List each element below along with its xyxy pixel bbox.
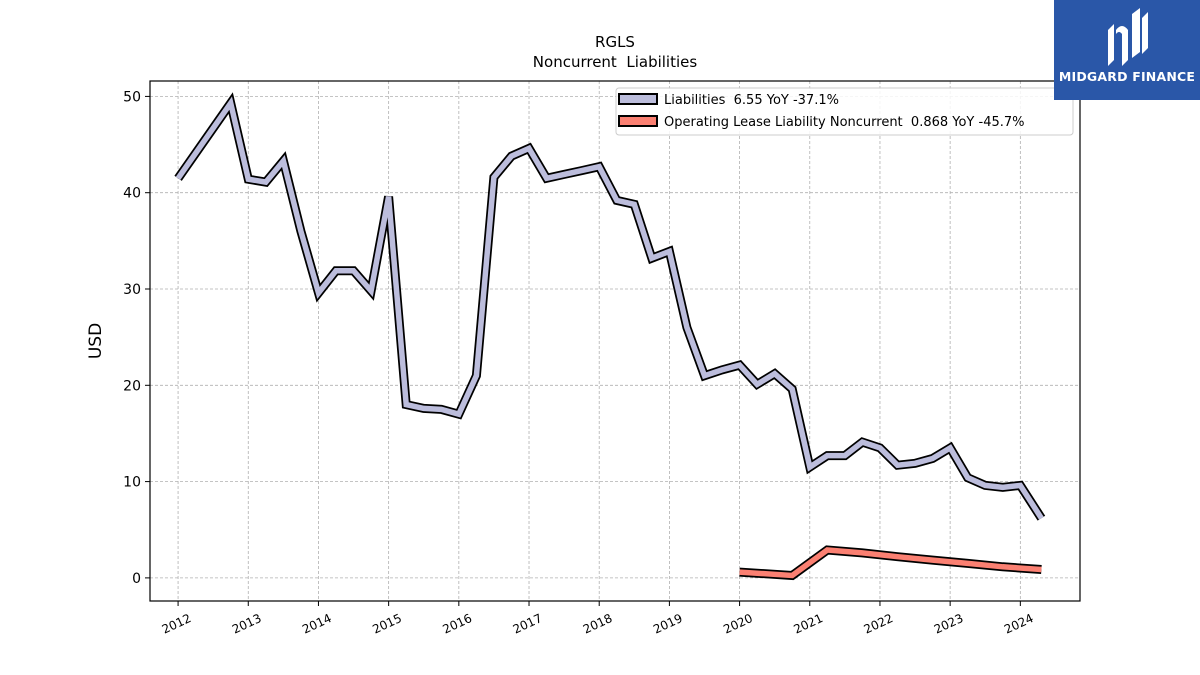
x-tick-label: 2021: [791, 611, 825, 637]
y-tick-label: 0: [132, 571, 141, 587]
x-tick-label: 2013: [230, 611, 264, 637]
y-tick-label: 40: [123, 186, 141, 202]
x-tick-label: 2018: [581, 611, 615, 637]
x-tick-label: 2024: [1002, 611, 1036, 637]
series-outline-0: [174, 92, 1046, 521]
legend: Liabilities 6.55 YoY -37.1% Operating Le…: [615, 87, 1074, 136]
x-tick-label: 2022: [862, 611, 896, 637]
legend-swatch-operating-lease: [618, 115, 658, 127]
grid: [150, 81, 1080, 601]
legend-box: [615, 87, 1074, 136]
y-tick-label: 10: [123, 475, 141, 491]
y-tick-label: 20: [123, 378, 141, 394]
legend-label-operating-lease: Operating Lease Liability Noncurrent 0.8…: [664, 115, 1025, 130]
logo-text: MIDGARD FINANCE: [1058, 69, 1196, 84]
logo-mark-icon: [1108, 8, 1148, 66]
legend-swatch-liabilities: [618, 93, 658, 105]
x-tick-label: 2017: [511, 611, 545, 637]
x-tick-label: 2014: [300, 611, 334, 637]
midgard-finance-logo: MIDGARD FINANCE: [1054, 0, 1200, 100]
x-tick-label: 2012: [160, 611, 194, 637]
y-tick-label: 50: [123, 89, 141, 105]
y-tick-label: 30: [123, 282, 141, 298]
x-tick-label: 2019: [651, 611, 685, 637]
series-line-0: [175, 96, 1044, 520]
series-line-1: [739, 547, 1042, 579]
series-lines: [174, 92, 1046, 581]
x-tick-label: 2023: [932, 611, 966, 637]
plot-frame: [149, 80, 1081, 602]
legend-label-liabilities: Liabilities 6.55 YoY -37.1%: [664, 93, 839, 108]
chart-subtitle: Noncurrent Liabilities: [533, 53, 698, 71]
x-tick-label: 2020: [721, 611, 755, 637]
x-tick-label: 2016: [440, 611, 474, 637]
x-tick-label: 2015: [370, 611, 404, 637]
chart-title: RGLS: [595, 33, 635, 51]
y-axis-label: USD: [86, 323, 106, 359]
